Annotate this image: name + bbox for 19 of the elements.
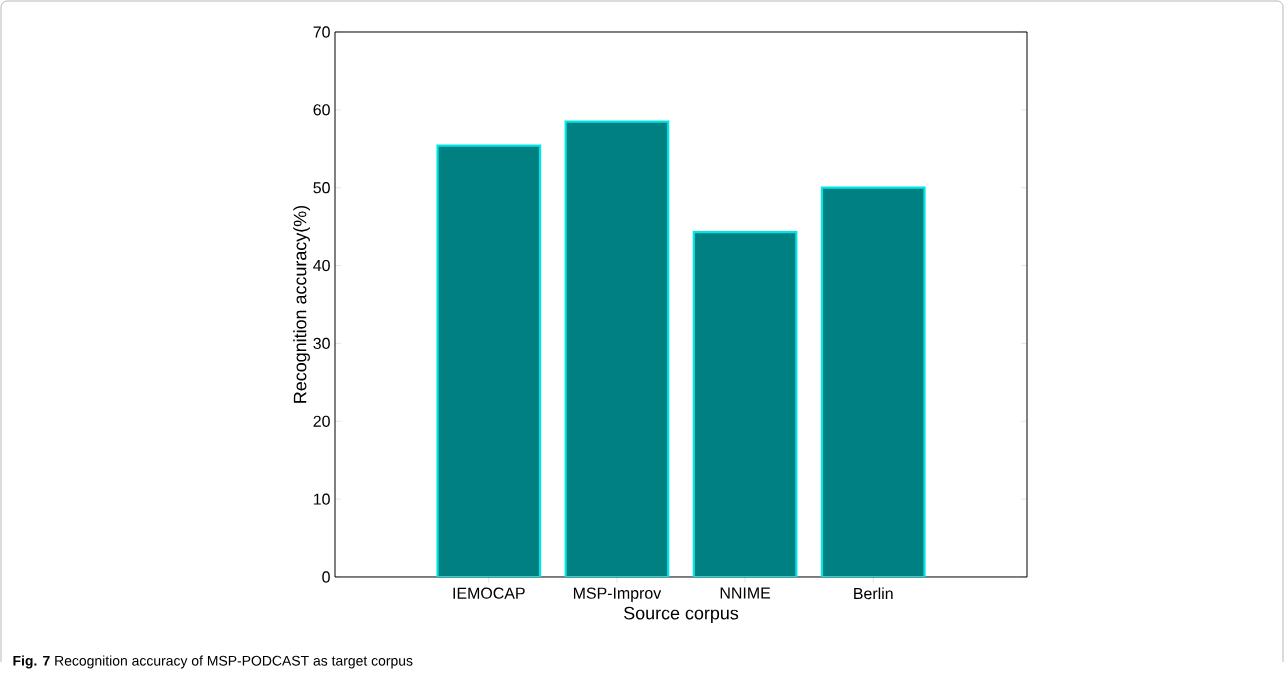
text: Fig. 7 Recognition accuracy of MSP-PODCAST as target corpus <box>13 655 413 669</box>
y-tick-label: 40 <box>313 259 330 272</box>
x-tick-label: Berlin <box>854 587 893 600</box>
x-tick-label: MSP-Improv <box>573 587 662 602</box>
y-tick-label: 0 <box>322 571 330 583</box>
y-tick-label: 10 <box>313 493 330 505</box>
y-tick-label: 30 <box>313 337 330 350</box>
y-axis-title: Recognition accuracy(%) <box>293 205 310 403</box>
y-tick-label: 60 <box>313 104 330 116</box>
bar <box>693 232 797 577</box>
y-tick-label: 70 <box>313 26 330 38</box>
x-axis-title: Source corpus <box>624 606 739 624</box>
bar <box>820 186 926 577</box>
y-tick-label: 20 <box>313 415 330 427</box>
y-tick-label: 50 <box>313 182 330 194</box>
x-tick-label: NNIME <box>720 587 771 599</box>
x-tick-label: IEMOCAP <box>453 587 525 599</box>
bar <box>565 121 669 577</box>
bar <box>437 145 541 577</box>
